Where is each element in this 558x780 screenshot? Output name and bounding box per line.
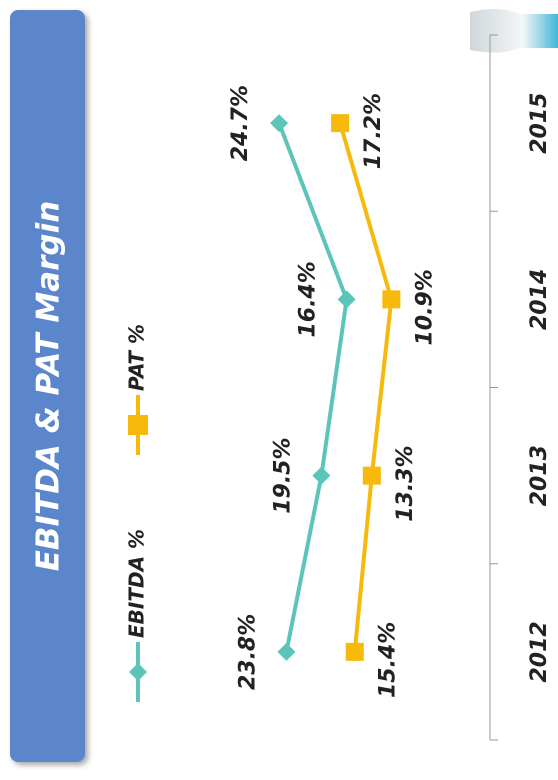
chart: EBITDA & PAT Margin 2012 2013 2014 2015 23.8…	[0, 0, 558, 776]
data-label: 23.8%	[235, 614, 260, 690]
legend-marker	[129, 663, 147, 681]
data-label: 24.7%	[228, 85, 253, 161]
data-label: 13.3%	[393, 445, 418, 521]
data-label: 19.5%	[270, 437, 295, 513]
data-point	[312, 467, 330, 485]
data-point	[363, 467, 381, 485]
data-point	[346, 643, 364, 661]
category-label: 2012	[527, 621, 552, 682]
series-line	[279, 123, 347, 652]
plot: 2012 2013 2014 2015 23.8% 19.5% 16.4% 24.7% EBIT…	[125, 35, 553, 740]
data-point	[382, 290, 400, 308]
data-label: 10.9%	[412, 269, 437, 345]
legend-label: PAT %	[125, 324, 149, 391]
chart-title: EBITDA & PAT Margin	[31, 201, 67, 572]
category-label: 2014	[527, 269, 552, 330]
legend-marker	[128, 415, 148, 435]
legend-label: EBITDA %	[125, 529, 149, 638]
data-label: 17.2%	[361, 93, 386, 169]
bottle-decoration	[470, 9, 558, 53]
data-point	[277, 643, 295, 661]
category-label: 2015	[527, 93, 552, 154]
data-point	[338, 290, 356, 308]
series-line	[340, 123, 391, 652]
data-point	[270, 114, 288, 132]
data-label: 16.4%	[296, 261, 321, 337]
data-label: 15.4%	[376, 622, 401, 698]
data-point	[331, 114, 349, 132]
category-label: 2013	[527, 445, 552, 506]
